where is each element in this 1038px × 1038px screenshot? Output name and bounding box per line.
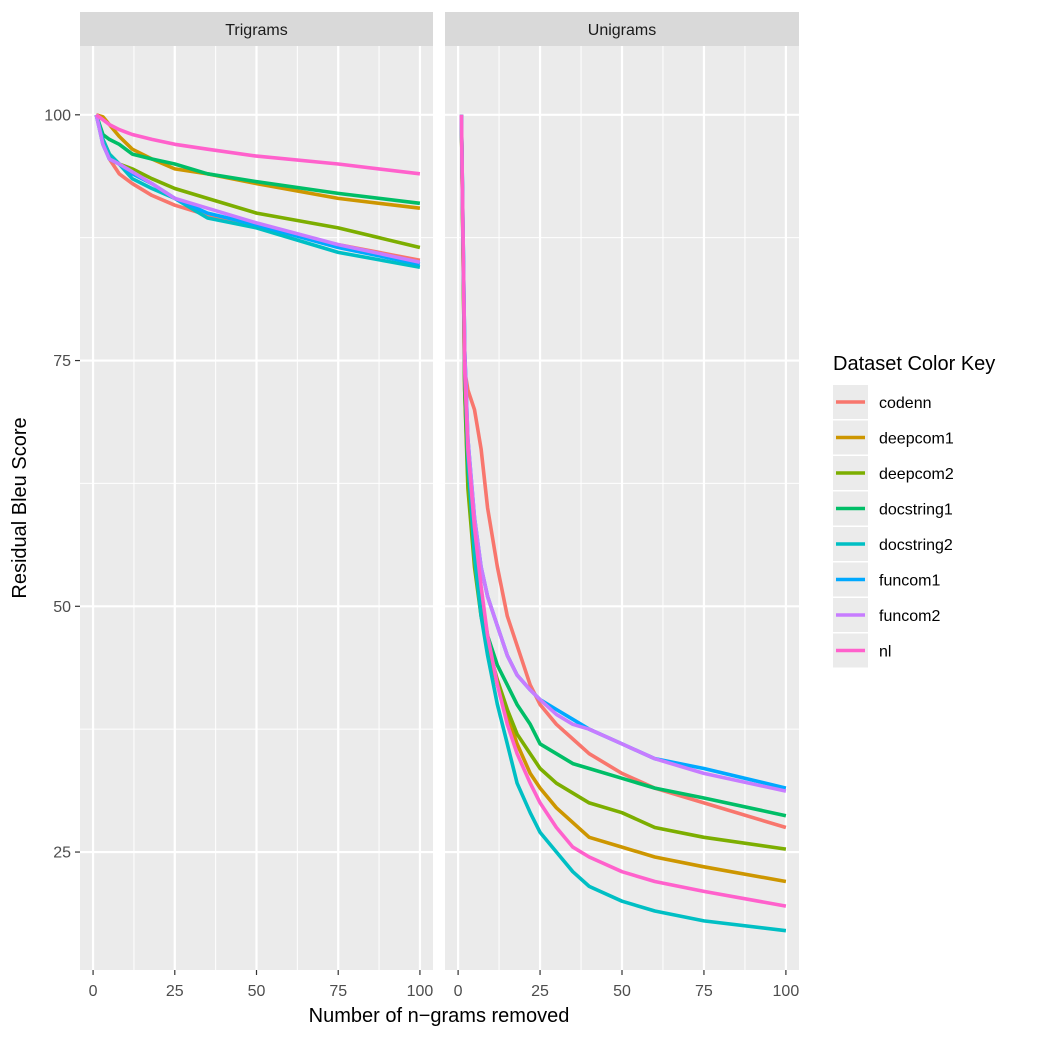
y-tick-label: 75 [53, 353, 71, 370]
strip-label-unigrams: Unigrams [588, 22, 656, 39]
y-tick-label: 100 [44, 107, 71, 124]
legend-label-codenn: codenn [879, 395, 932, 412]
x-tick-label: 50 [613, 983, 631, 1000]
legend-label-funcom1: funcom1 [879, 573, 940, 590]
series-line-docstring2 [459, 114, 787, 933]
x-axis-title: Number of n−grams removed [309, 1005, 570, 1027]
legend-items: codenn deepcom1 deepcom2 docstring1 docstrin… [833, 385, 954, 668]
x-tick-label: 50 [248, 983, 266, 1000]
series-lines-unigrams [459, 114, 787, 933]
x-tick-label: 25 [166, 983, 184, 1000]
legend-label-nl: nl [879, 644, 891, 661]
strip-unigrams [445, 12, 799, 46]
x-tick-label: 75 [329, 983, 347, 1000]
y-tick-label: 25 [53, 845, 71, 862]
series-lines-trigrams [94, 113, 421, 269]
x-tick-label: 75 [695, 983, 713, 1000]
legend-label-docstring1: docstring1 [879, 502, 953, 519]
x-tick-label: 25 [531, 983, 549, 1000]
strip-trigrams [80, 12, 433, 46]
strip-label-trigrams: Trigrams [225, 22, 288, 39]
x-tick-label: 100 [773, 983, 800, 1000]
legend-label-docstring2: docstring2 [879, 537, 953, 554]
panel-trigrams: Trigrams [80, 12, 433, 970]
series-line-codenn [459, 114, 787, 830]
legend-title: Dataset Color Key [833, 353, 995, 375]
x-tick-label: 0 [454, 983, 463, 1000]
x-axis-trigrams: 0 25 50 75 100 [89, 970, 434, 1000]
series-line-funcom2 [94, 114, 421, 265]
panel-unigrams: Unigrams [445, 12, 799, 970]
y-axis-title: Residual Bleu Score [9, 417, 31, 598]
y-axis: 25 50 75 100 [44, 107, 80, 862]
series-line-nl [95, 113, 421, 176]
legend-label-deepcom1: deepcom1 [879, 431, 954, 448]
gridlines-trigrams [80, 46, 433, 970]
x-axis-unigrams: 0 25 50 75 100 [454, 970, 800, 1000]
y-tick-label: 50 [53, 599, 71, 616]
legend-label-funcom2: funcom2 [879, 608, 940, 625]
x-tick-label: 0 [89, 983, 98, 1000]
legend: Dataset Color Key codenn deepcom1 deepcom2… [833, 353, 995, 668]
series-line-docstring2 [94, 114, 421, 269]
series-line-nl [459, 114, 787, 908]
gridlines-unigrams [445, 46, 799, 970]
legend-label-deepcom2: deepcom2 [879, 466, 954, 483]
series-line-docstring1 [94, 114, 421, 206]
x-tick-label: 100 [407, 983, 434, 1000]
